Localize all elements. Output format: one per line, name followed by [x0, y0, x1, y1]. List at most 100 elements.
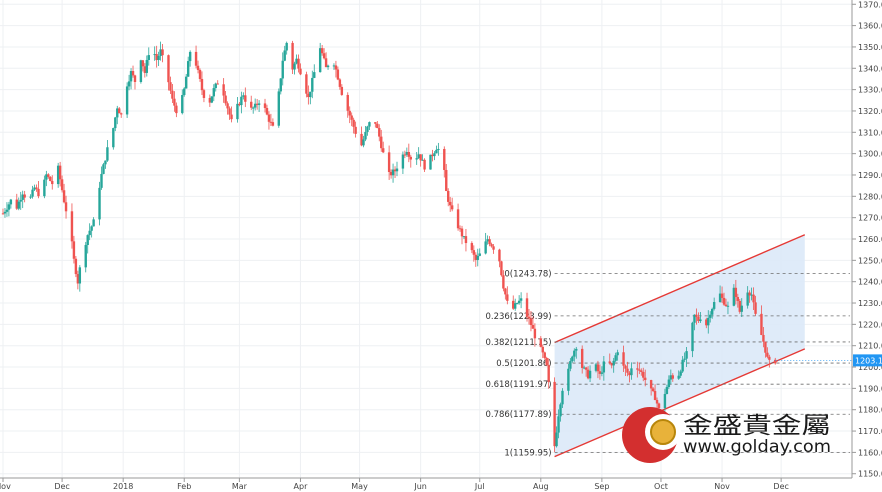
- candle-up: [726, 305, 730, 307]
- candle-up: [740, 305, 743, 312]
- y-tick-label: 1220.00: [858, 320, 882, 329]
- candle-down: [118, 108, 121, 114]
- candle-down: [608, 361, 611, 364]
- candle-down: [23, 194, 26, 198]
- candle-down: [671, 375, 674, 379]
- candle-up: [486, 239, 489, 242]
- candle-down: [51, 180, 54, 185]
- channel-layer: [554, 234, 806, 458]
- candle-down: [141, 60, 145, 67]
- candle-up: [691, 322, 694, 352]
- candle-up: [582, 367, 586, 369]
- candle-down: [291, 42, 294, 70]
- candle-down: [360, 133, 363, 146]
- candle-down: [651, 388, 655, 392]
- candle-up: [401, 154, 405, 169]
- candle-up: [212, 88, 215, 97]
- y-tick-label: 1180.00: [858, 406, 882, 415]
- candle-down: [376, 123, 379, 129]
- candle-up: [86, 235, 89, 246]
- candle-down: [736, 297, 740, 301]
- candle-down: [705, 319, 708, 326]
- candle-down: [202, 90, 206, 98]
- candle-up: [157, 56, 160, 61]
- candle-down: [764, 341, 767, 353]
- candle-down: [297, 58, 300, 69]
- fib-level-label: 0.236(1223.99): [485, 312, 551, 322]
- candle-up: [236, 103, 239, 120]
- candle-up: [663, 393, 667, 409]
- candle-down: [419, 154, 422, 161]
- y-tick-label: 1230.00: [858, 299, 882, 308]
- y-tick-label: 1150.00: [858, 470, 882, 479]
- candle-down: [734, 287, 738, 298]
- candle-up: [281, 60, 284, 79]
- candle-down: [431, 154, 434, 157]
- candle-up: [750, 294, 753, 296]
- candle-up: [127, 81, 131, 87]
- candle-up: [326, 65, 330, 68]
- candle-down: [492, 246, 495, 250]
- candle-down: [766, 352, 769, 357]
- candle-up: [21, 194, 24, 200]
- candle-up: [602, 361, 606, 373]
- candle-down: [271, 122, 275, 126]
- candle-down: [382, 148, 385, 153]
- y-tick-label: 1310.00: [858, 128, 882, 137]
- candle-up: [366, 126, 369, 132]
- candle-down: [474, 254, 477, 260]
- x-tick-label: Dec: [54, 482, 69, 491]
- channel-fill: [554, 234, 805, 457]
- candle-down: [490, 244, 493, 247]
- candle-down: [456, 209, 460, 229]
- candle-down: [49, 176, 52, 181]
- candle-up: [56, 165, 60, 185]
- candle-down: [642, 371, 645, 378]
- candle-up: [519, 298, 523, 301]
- candle-down: [340, 86, 344, 95]
- y-tick-label: 1200.00: [858, 363, 882, 372]
- y-tick-label: 1250.00: [858, 256, 882, 265]
- candle-down: [230, 114, 233, 120]
- candle-down: [393, 169, 397, 172]
- candle-down: [547, 365, 550, 382]
- x-tick-label: Feb: [177, 482, 191, 491]
- candle-down: [47, 174, 50, 177]
- candle-up: [318, 48, 322, 73]
- candle-down: [695, 314, 698, 317]
- candle-up: [125, 86, 129, 115]
- candle-up: [732, 287, 736, 306]
- candle-up: [186, 61, 190, 77]
- candle-down: [423, 159, 426, 170]
- candle-up: [364, 131, 367, 140]
- candle-down: [527, 316, 531, 319]
- candle-up: [139, 60, 143, 82]
- candle-up: [183, 88, 186, 96]
- candle-up: [153, 54, 156, 56]
- candle-down: [553, 381, 556, 447]
- candle-up: [514, 303, 517, 309]
- candle-down: [640, 370, 643, 372]
- candle-down: [143, 66, 147, 73]
- fib-level-label: 0.382(1211.75): [485, 338, 551, 348]
- candle-up: [3, 211, 7, 214]
- candle-up: [114, 117, 117, 129]
- candle-down: [60, 179, 64, 191]
- candle-up: [362, 139, 365, 146]
- candle-down: [754, 302, 757, 314]
- candle-up: [709, 314, 712, 318]
- candle-down: [131, 71, 135, 76]
- candle-up: [484, 241, 487, 254]
- candle-down: [226, 103, 229, 109]
- candle-down: [628, 372, 631, 376]
- candle-up: [145, 59, 149, 73]
- x-tick-label: Apr: [294, 482, 309, 491]
- candle-down: [724, 304, 728, 306]
- candle-up: [29, 196, 32, 198]
- candle-down: [533, 328, 537, 339]
- candle-down: [539, 338, 543, 347]
- x-tick-label: Nov: [714, 482, 730, 491]
- candle-up: [665, 387, 669, 394]
- candle-down: [346, 94, 349, 111]
